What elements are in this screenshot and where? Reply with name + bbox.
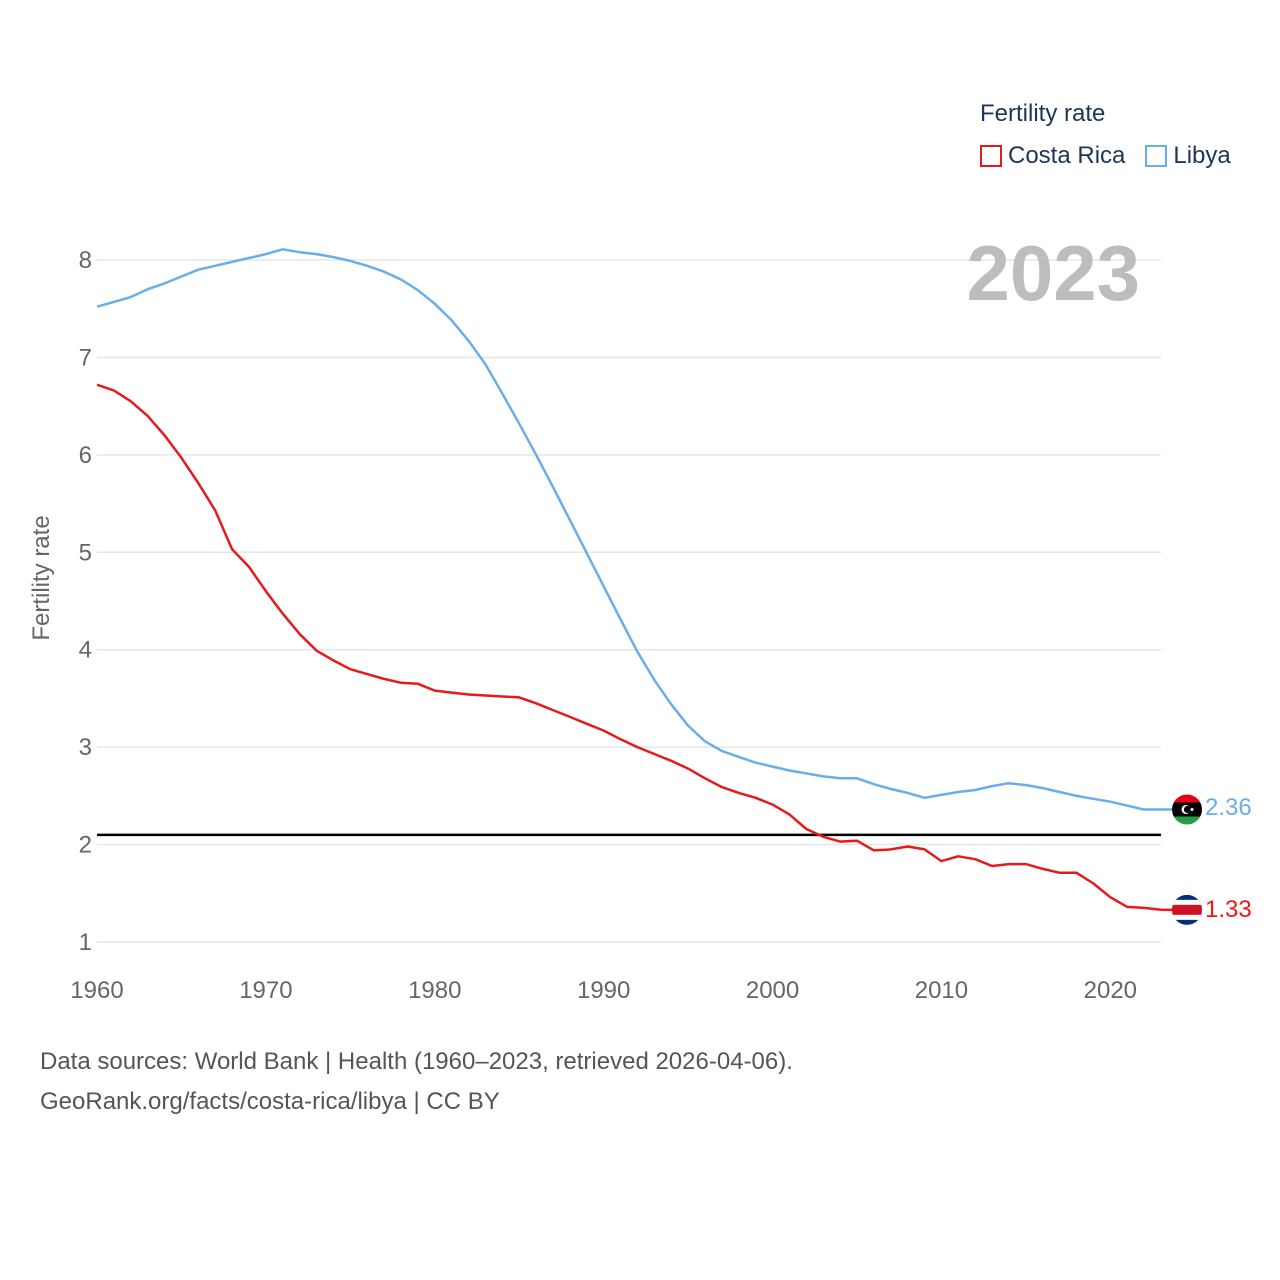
- y-axis-label: Fertility rate: [28, 515, 55, 641]
- x-tick-label: 1960: [70, 977, 123, 1004]
- data-source-text: Data sources: World Bank | Health (1960–…: [40, 1048, 793, 1075]
- y-tick-label: 2: [79, 832, 92, 859]
- x-axis-ticks: 1960 1970 1980 1990 2000 2010 2020: [70, 977, 1137, 1004]
- x-tick-label: 2000: [746, 977, 799, 1004]
- legend: Costa Rica Libya: [980, 142, 1231, 170]
- costa-rica-flag-icon: [1172, 894, 1202, 925]
- year-label: 2023: [966, 229, 1140, 317]
- x-tick-label: 2020: [1084, 977, 1137, 1004]
- y-tick-label: 1: [79, 929, 92, 956]
- footer: Data sources: World Bank | Health (1960–…: [40, 1042, 793, 1122]
- y-axis-ticks: 1 2 3 4 5 6 7 8: [79, 247, 92, 956]
- libya-flag-icon: [1172, 794, 1202, 825]
- y-tick-label: 5: [79, 539, 92, 566]
- legend-label-costa-rica: Costa Rica: [1008, 142, 1126, 169]
- legend-item-costa-rica[interactable]: Costa Rica: [980, 142, 1125, 170]
- end-markers: [1161, 794, 1202, 925]
- x-tick-label: 1980: [408, 977, 461, 1004]
- y-tick-label: 6: [79, 442, 92, 469]
- x-tick-label: 1970: [239, 977, 292, 1004]
- legend-label-libya: Libya: [1173, 142, 1231, 169]
- attribution-link[interactable]: GeoRank.org/facts/costa-rica/libya | CC …: [40, 1088, 500, 1115]
- y-tick-label: 8: [79, 247, 92, 274]
- y-tick-label: 4: [79, 637, 92, 664]
- y-tick-label: 7: [79, 344, 92, 371]
- legend-title: Fertility rate: [980, 100, 1106, 127]
- series-lines: [96, 248, 1162, 912]
- series-line-libya[interactable]: [96, 248, 1161, 811]
- x-tick-label: 2010: [915, 977, 968, 1004]
- legend-swatch-costa-rica: [980, 145, 1002, 167]
- series-line-costa-rica[interactable]: [96, 383, 1162, 912]
- end-value-libya: 2.36: [1205, 794, 1252, 822]
- end-value-costa-rica: 1.33: [1205, 895, 1252, 923]
- y-tick-label: 3: [79, 734, 92, 761]
- x-tick-label: 1990: [577, 977, 630, 1004]
- grid-lines: [97, 259, 1161, 943]
- legend-swatch-libya: [1145, 145, 1168, 167]
- legend-item-libya[interactable]: Libya: [1145, 142, 1231, 170]
